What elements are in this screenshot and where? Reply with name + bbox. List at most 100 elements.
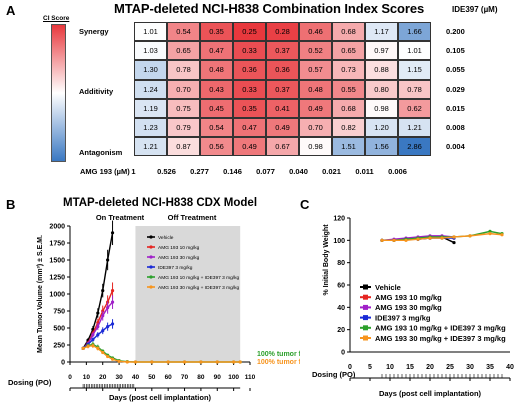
x-tick-label: 20 (99, 374, 107, 381)
heatmap-cell: 0.87 (167, 137, 200, 157)
x-tick-label: 30 (115, 374, 123, 381)
heatmap-cell: 0.33 (233, 41, 266, 61)
data-point (96, 325, 100, 329)
heatmap-cell: 0.57 (299, 60, 332, 80)
heatmap-cell: 1.20 (365, 118, 398, 138)
heatmap-cell: 0.47 (200, 41, 233, 61)
legend-marker (149, 265, 153, 269)
panel-b-letter: B (6, 197, 16, 212)
data-point (488, 229, 492, 233)
heatmap-cell: 0.28 (266, 22, 299, 42)
heatmap-cell: 0.75 (167, 98, 200, 118)
x-tick-label: 80 (197, 374, 205, 381)
heatmap-cell: 1.23 (134, 118, 167, 138)
heatmap-cell: 0.49 (266, 118, 299, 138)
data-point (101, 314, 105, 318)
y-tick-label: 1500 (49, 258, 65, 265)
legend-additivity: Additivity (79, 87, 114, 96)
heatmap-cell: 0.49 (299, 98, 332, 118)
data-point (91, 344, 95, 348)
heatmap-cell: 0.48 (200, 60, 233, 80)
heatmap-cell: 0.35 (200, 22, 233, 42)
data-point (150, 360, 154, 364)
heatmap-col-label: 0.146 (223, 167, 242, 176)
x-tick-label: 0 (348, 364, 352, 371)
y-tick-label: 20 (337, 327, 345, 334)
legend-marker (149, 255, 153, 259)
heatmap-cell: 0.25 (233, 22, 266, 42)
data-point (110, 231, 115, 235)
data-point (133, 360, 138, 364)
heatmap-cell: 0.78 (398, 79, 431, 99)
data-point (106, 258, 110, 262)
legend-label: AMG 193 30 mg/kg (375, 303, 442, 312)
heatmap-col-label: 0.526 (157, 167, 176, 176)
x-tick-label: 50 (148, 374, 156, 381)
heatmap-cell: 1.66 (398, 22, 431, 42)
heatmap-cell: 0.46 (299, 22, 332, 42)
data-point (101, 350, 105, 355)
heatmap-row-label: 0.029 (446, 84, 465, 94)
heatmap-cell: 0.54 (167, 22, 200, 42)
heatmap-cell: 0.73 (332, 60, 365, 80)
y-tick-label: 60 (337, 283, 345, 290)
legend-synergy: Synergy (79, 27, 109, 36)
heatmap-cell: 0.49 (233, 137, 266, 157)
heatmap-cell: 0.54 (200, 118, 233, 138)
y-tick-label: 0 (341, 350, 345, 357)
y-axis-label: % Initial Body Weight (323, 224, 330, 296)
data-point (428, 236, 432, 240)
x-tick-label: 35 (486, 364, 494, 371)
x-axis-label: Days (post cell implantation) (379, 389, 482, 398)
legend-label: IDE397 3 mg/kg (375, 313, 431, 322)
x-axis-label: Days (post cell implantation) (109, 393, 212, 402)
dosing-label: Dosing (PO) (312, 370, 356, 379)
heatmap-col-label: 0.077 (256, 167, 275, 176)
heatmap-cell: 0.82 (332, 118, 365, 138)
legend-label: AMG 193 10 mg/kg (158, 245, 200, 251)
heatmap-cell: 0.33 (233, 79, 266, 99)
heatmap-cell: 0.45 (200, 98, 233, 118)
y-axis-label: Mean Tumor Volume (mm³) ± S.E.M. (37, 235, 44, 353)
data-point (110, 357, 115, 361)
legend-marker (363, 325, 368, 331)
heatmap-row-axis-label: IDE397 (µM) (452, 5, 498, 14)
off-treatment-region (135, 226, 241, 362)
heatmap-cell: 0.70 (299, 118, 332, 138)
data-point (81, 346, 85, 350)
data-point (166, 360, 170, 364)
heatmap-cell: 0.80 (365, 79, 398, 99)
y-tick-label: 750 (53, 309, 65, 316)
heatmap-cell: 0.36 (233, 60, 266, 80)
y-tick-label: 250 (53, 343, 65, 350)
legend-marker (363, 294, 368, 300)
heatmap-cell: 0.36 (266, 60, 299, 80)
y-tick-label: 2000 (49, 224, 65, 231)
heatmap-col-label: 0.006 (388, 167, 407, 176)
heatmap-row-label: 0.200 (446, 27, 465, 36)
heatmap-cell: 1.17 (365, 22, 398, 42)
y-tick-label: 500 (53, 326, 65, 333)
legend-antagonism: Antagonism (79, 148, 123, 157)
heatmap-cell: 0.62 (398, 98, 431, 118)
x-tick-label: 15 (406, 364, 414, 371)
heatmap-cell: 0.68 (332, 22, 365, 42)
heatmap-row-label: 0.055 (446, 65, 465, 75)
heatmap-cell: 1.51 (332, 137, 365, 157)
data-point (91, 333, 95, 337)
heatmap-cell: 0.52 (299, 41, 332, 61)
y-tick-label: 120 (333, 216, 345, 223)
legend-marker (149, 285, 153, 289)
heatmap-col-label: 0.277 (190, 167, 209, 176)
heatmap-cell: 0.35 (233, 98, 266, 118)
heatmap-cell: 0.98 (365, 98, 398, 118)
heatmap-cell: 0.41 (266, 98, 299, 118)
series-line (382, 232, 503, 242)
x-tick-label: 110 (245, 374, 256, 381)
data-point (380, 238, 384, 242)
on-treatment-label: On Treatment (96, 213, 145, 222)
x-tick-label: 20 (426, 364, 434, 371)
heatmap-cell: 0.65 (167, 41, 200, 61)
data-point (106, 325, 110, 329)
heatmap-cell: 0.56 (200, 137, 233, 157)
